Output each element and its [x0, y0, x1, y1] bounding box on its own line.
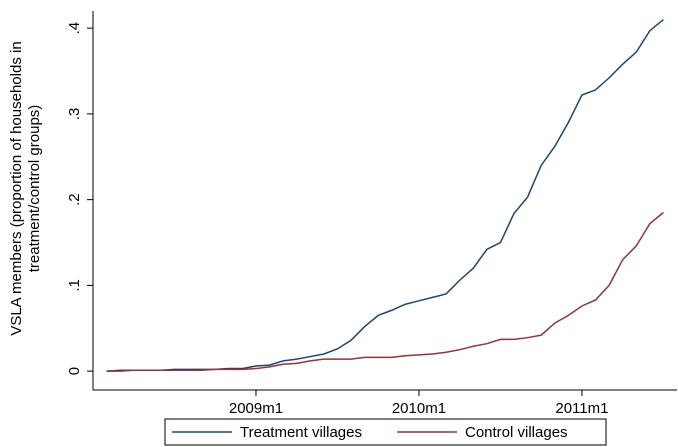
y-tick-label: .4 [66, 22, 83, 35]
data-line [106, 211, 664, 372]
legend-box [164, 418, 607, 446]
y-axis-title: VSLA members (proportion of households i… [8, 41, 25, 335]
x-tick-label: 2010m1 [392, 400, 446, 417]
legend-label: Treatment villages [240, 424, 362, 441]
data-line [106, 18, 664, 372]
y-tick-label: .2 [66, 193, 83, 206]
legend-label: Control villages [465, 424, 568, 441]
y-tick-label: .3 [66, 108, 83, 121]
legend: Treatment villages Control villages [164, 418, 607, 446]
y-tick-label: 0 [66, 367, 83, 375]
x-tick-label: 2011m1 [555, 400, 608, 417]
y-tick-label: .1 [66, 279, 83, 292]
y-axis-title: treatment/control groups) [26, 105, 43, 273]
x-tick-label: 2009m1 [229, 400, 283, 417]
